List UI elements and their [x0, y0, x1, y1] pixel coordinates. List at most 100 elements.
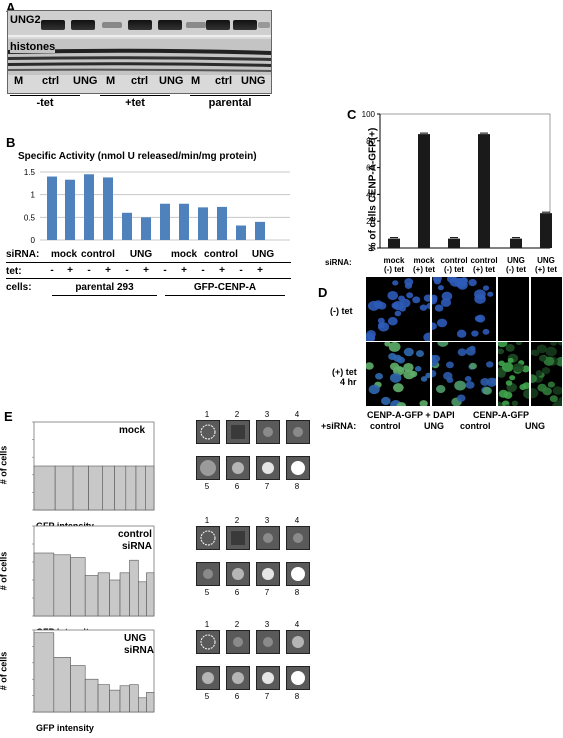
micrograph-nuclei — [531, 342, 562, 406]
thumb-number: 1 — [204, 516, 210, 525]
cell-thumbnail — [226, 526, 250, 550]
thumb-number: 1 — [204, 620, 210, 629]
b-tick-label: 0.5 — [24, 213, 36, 222]
c-sirna-name: control — [440, 256, 468, 265]
nucleus — [485, 361, 494, 368]
hist-control-ylabel: # of cells — [0, 551, 9, 591]
b-bar — [160, 203, 170, 240]
lane-label: ctrl — [214, 75, 234, 87]
micrograph-grid — [365, 276, 563, 407]
c-tick-label: 60 — [366, 164, 375, 173]
hist-ung-ylabel: # of cells — [0, 651, 9, 691]
hist-bin — [72, 465, 89, 511]
thumbnail-nucleus — [292, 636, 304, 648]
cell-thumbnail — [226, 562, 250, 586]
b-tick-label: 1.5 — [24, 168, 36, 177]
nucleus — [387, 290, 399, 301]
nucleus — [482, 386, 492, 395]
c-bar — [388, 238, 400, 248]
b-bar — [179, 203, 189, 240]
cell-thumbnail — [226, 666, 250, 690]
thumbnail-nucleus — [202, 672, 214, 684]
c-tick-label: 40 — [366, 190, 375, 199]
b-bar — [84, 174, 94, 240]
micrograph-nuclei — [531, 277, 563, 342]
b-bar — [47, 176, 57, 240]
c-sirna-name: mock — [413, 256, 435, 265]
cell-thumbnail — [196, 456, 220, 480]
hist-control-label-b: siRNA — [122, 541, 153, 552]
histogram-ung: # of cells UNG siRNA — [0, 626, 166, 722]
b-bar — [103, 177, 113, 240]
b-tet-cell: + — [67, 265, 73, 276]
nucleus — [547, 381, 555, 388]
cell-thumbnail — [196, 666, 220, 690]
b-tet-cell: - — [50, 265, 54, 276]
nucleus — [409, 370, 418, 378]
thumb-number: 4 — [294, 410, 300, 419]
b-tet-cell: + — [219, 265, 225, 276]
nucleus — [511, 400, 519, 406]
western-blot-bands — [8, 11, 271, 75]
thumb-number: 5 — [204, 692, 210, 701]
nucleus — [553, 400, 562, 406]
nucleus — [537, 383, 547, 392]
hist-bin — [119, 572, 130, 617]
micrograph-nuclei — [366, 278, 430, 341]
b-tet-cell: + — [257, 265, 263, 276]
nucleus — [487, 291, 494, 297]
cell-thumbnail — [226, 420, 250, 444]
c-sirna-name: UNG — [537, 256, 555, 265]
c-bar — [478, 134, 490, 248]
hist-ung-label-b: siRNA — [124, 645, 155, 656]
thumbnail-nucleus — [262, 672, 274, 684]
nucleus — [437, 342, 449, 347]
hist-bin — [84, 678, 99, 713]
row-label-4hr: 4 hr — [340, 377, 357, 387]
panel-c-label: C — [347, 107, 357, 122]
thumb-number: 7 — [264, 692, 270, 701]
lane-group-underline — [100, 95, 170, 96]
nucleus — [498, 389, 509, 398]
nucleus — [412, 296, 421, 304]
c-bar — [448, 238, 460, 248]
nucleus — [469, 362, 477, 370]
hist-bin — [119, 685, 130, 713]
hist-bin — [97, 572, 110, 617]
thumbnail-nucleus — [262, 462, 274, 474]
hist-bin — [54, 465, 74, 511]
b-tick-label: 1 — [31, 191, 36, 200]
nucleus — [456, 394, 466, 402]
lane-label: ctrl — [41, 75, 61, 87]
nucleus — [550, 342, 557, 346]
nucleus — [423, 294, 430, 302]
b-sirna-cell: mock — [50, 249, 78, 260]
lane-group-underline — [10, 95, 80, 96]
c-tick-label: 80 — [366, 137, 375, 146]
b-bar — [141, 217, 151, 240]
nucleus — [446, 277, 457, 283]
hist-control-label-a: control — [118, 529, 152, 540]
hist-bin — [70, 557, 86, 617]
nucleus — [509, 375, 516, 381]
thumb-number: 2 — [234, 410, 240, 419]
nucleus — [368, 384, 380, 395]
c-sirna-name: control — [470, 256, 498, 265]
nucleus — [388, 352, 397, 361]
hist-bin — [129, 559, 139, 617]
hist-bin — [33, 552, 55, 617]
thumb-number: 2 — [234, 620, 240, 629]
thumbnail-nucleus — [200, 460, 216, 476]
b-tet-cell: - — [201, 265, 205, 276]
thumb-number: 6 — [234, 588, 240, 597]
thumb-number: 8 — [294, 692, 300, 701]
thumbnail-nucleus — [262, 568, 274, 580]
micrograph-merge — [365, 341, 431, 407]
thumbnail-nucleus — [200, 530, 216, 546]
micrograph-nuclei — [432, 342, 496, 406]
caption-ung-2: UNG — [525, 421, 545, 431]
caption-sirna-prefix: +siRNA: — [321, 421, 357, 431]
row-label-plus-tet: (+) tet — [332, 367, 357, 377]
lane-label: UNG — [72, 75, 99, 87]
hist-bin — [114, 465, 127, 511]
